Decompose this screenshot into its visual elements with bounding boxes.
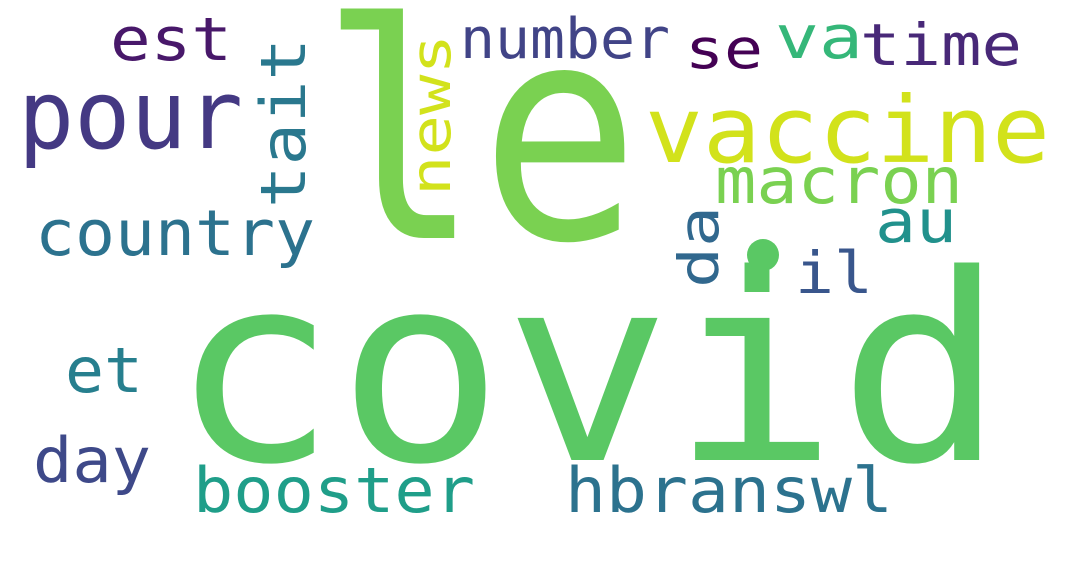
word-est: est: [110, 5, 232, 75]
word-time: time: [860, 11, 1022, 79]
word-da: da: [667, 206, 731, 288]
word-se: se: [685, 17, 763, 81]
word-vaccine: vaccine: [645, 77, 1050, 184]
word-pour: pour: [18, 61, 243, 171]
word-dot: [747, 239, 779, 271]
word-country: country: [35, 197, 315, 270]
word-number: number: [460, 7, 670, 72]
word-news: news: [399, 34, 463, 196]
word-day: day: [33, 424, 151, 497]
word-il: il: [795, 239, 873, 307]
word-au: au: [875, 187, 957, 257]
word-le: le: [320, 0, 640, 309]
word-covid: covid: [170, 220, 1005, 522]
word-va: va: [775, 3, 863, 73]
word-tait: tait: [247, 38, 320, 208]
word-et: et: [65, 334, 143, 407]
word-macron: macron: [715, 145, 963, 219]
word-booster: booster: [193, 454, 475, 527]
word-hbranswl: hbranswl: [565, 454, 893, 527]
